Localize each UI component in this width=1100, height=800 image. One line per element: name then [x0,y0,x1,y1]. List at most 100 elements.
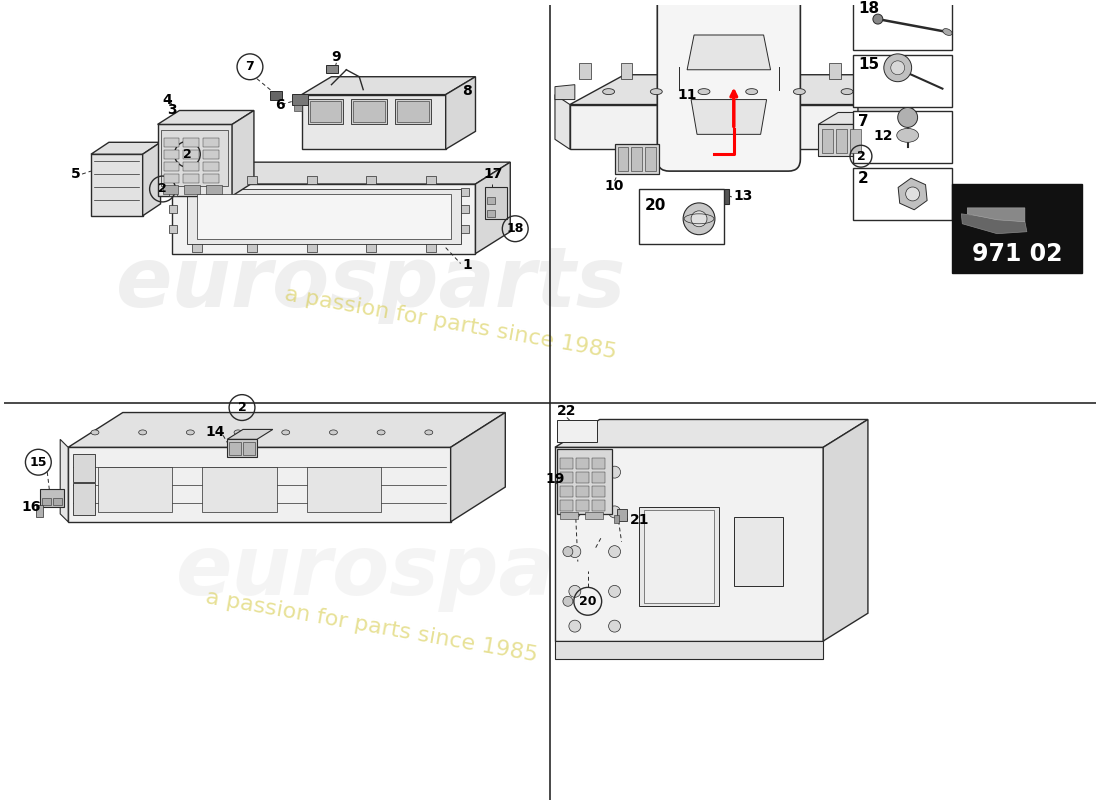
Bar [243,442,255,455]
Bar [184,138,199,147]
Text: 971 02: 971 02 [971,242,1063,266]
Polygon shape [818,125,868,156]
Bar [620,63,632,78]
Polygon shape [446,77,475,150]
Bar [294,105,301,110]
Bar [614,515,618,523]
Polygon shape [301,94,446,150]
Circle shape [683,203,715,234]
Circle shape [563,458,573,467]
Circle shape [569,620,581,632]
Bar [592,472,605,483]
Ellipse shape [650,89,662,94]
Polygon shape [91,142,161,154]
Text: 6: 6 [275,98,285,111]
Bar [557,421,596,442]
Bar [248,176,257,184]
Bar [617,147,628,171]
Bar [270,90,282,99]
Bar [560,472,573,483]
Polygon shape [227,430,273,439]
Circle shape [563,546,573,557]
Bar [485,187,507,218]
Polygon shape [197,194,451,238]
Bar [204,150,219,159]
Bar [746,63,758,78]
Ellipse shape [282,430,289,435]
Text: 18: 18 [858,1,879,16]
Bar [852,168,953,220]
Polygon shape [556,85,575,99]
Circle shape [563,596,573,606]
Bar [41,489,64,507]
Bar [292,94,308,105]
Polygon shape [91,154,143,216]
Text: 10: 10 [605,179,624,193]
Text: 14: 14 [206,426,224,439]
Polygon shape [570,74,913,105]
Polygon shape [698,189,729,204]
Polygon shape [858,74,913,150]
Text: eurosparts: eurosparts [116,243,626,324]
Polygon shape [691,99,767,134]
Bar [98,467,173,512]
Bar [73,454,95,482]
Text: 2: 2 [238,401,246,414]
Bar [366,176,376,184]
Polygon shape [570,105,858,150]
Bar [575,472,589,483]
Bar [307,467,381,512]
Bar [192,176,202,184]
Ellipse shape [425,430,432,435]
Bar [351,98,387,125]
Bar [184,150,199,159]
Circle shape [898,107,917,127]
Bar [788,63,800,78]
Bar [184,174,199,183]
Ellipse shape [603,89,615,94]
Bar [206,185,222,194]
Bar [592,500,605,511]
Text: 19: 19 [544,472,564,486]
Bar [704,63,716,78]
Bar [397,101,429,122]
Bar [575,458,589,469]
Bar [307,176,317,184]
Bar [646,147,657,171]
Text: 7: 7 [245,60,254,74]
Bar [184,162,199,171]
Polygon shape [68,413,505,447]
Polygon shape [143,142,161,216]
Text: 15: 15 [858,58,879,72]
Bar [639,189,724,244]
Polygon shape [615,144,659,174]
Text: 4: 4 [163,93,173,106]
Circle shape [608,620,620,632]
Text: 21: 21 [629,513,649,527]
Bar [164,150,179,159]
Bar [169,188,177,196]
Text: 11: 11 [678,88,696,102]
Bar [192,244,202,251]
Polygon shape [157,110,254,125]
Bar [204,162,219,171]
Text: 15: 15 [30,456,47,469]
Bar [560,458,573,469]
Ellipse shape [91,430,99,435]
Text: 3: 3 [167,102,177,117]
Text: 17: 17 [483,167,503,181]
Bar [229,442,241,455]
Polygon shape [556,641,823,659]
Polygon shape [823,419,868,641]
Bar [852,0,953,50]
Ellipse shape [139,430,146,435]
Bar [426,244,436,251]
Ellipse shape [698,89,710,94]
Polygon shape [818,113,888,125]
Text: eurosparts: eurosparts [176,531,686,612]
Bar [461,225,469,233]
Text: 7: 7 [858,114,869,129]
Bar [163,185,178,194]
Bar [353,101,385,122]
Ellipse shape [842,89,852,94]
